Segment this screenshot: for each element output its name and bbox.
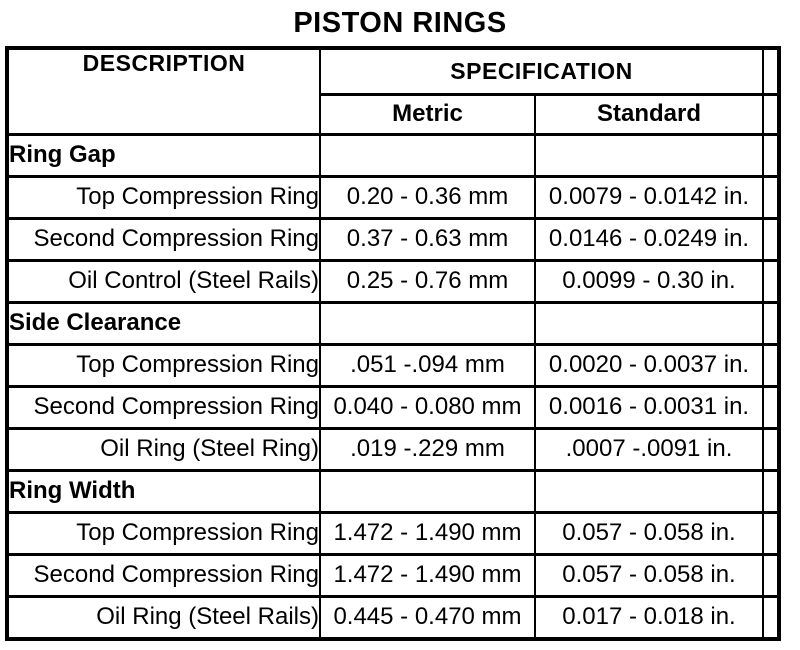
description-column-header: DESCRIPTION bbox=[6, 46, 321, 136]
spec-row: Second Compression Ring 1.472 - 1.490 mm 0… bbox=[6, 552, 781, 598]
standard-value-cell: 0.0020 - 0.0037 in. bbox=[533, 342, 765, 388]
metric-column-header: Metric bbox=[319, 92, 536, 136]
spec-table-body: Ring Gap Top Compression Ring 0.20 - 0.36 … bbox=[6, 132, 781, 640]
spec-row: Second Compression Ring 0.040 - 0.080 mm 0… bbox=[6, 384, 781, 430]
description-cell: Oil Control (Steel Rails) bbox=[6, 258, 321, 304]
metric-value-cell: 0.445 - 0.470 mm bbox=[319, 594, 536, 640]
spacer-cell bbox=[762, 216, 781, 262]
spacer-cell bbox=[762, 468, 781, 514]
standard-value-cell: .0007 -.0091 in. bbox=[533, 426, 765, 472]
section-title-cell: Side Clearance bbox=[6, 300, 321, 346]
description-cell: Oil Ring (Steel Rails) bbox=[6, 594, 321, 640]
section-row: Ring Gap bbox=[6, 132, 781, 178]
spec-row: Second Compression Ring 0.37 - 0.63 mm 0.0… bbox=[6, 216, 781, 262]
standard-column-header: Standard bbox=[533, 92, 765, 136]
metric-value-cell: 1.472 - 1.490 mm bbox=[319, 510, 536, 556]
spacer-cell bbox=[762, 552, 781, 598]
standard-value-cell: 0.017 - 0.018 in. bbox=[533, 594, 765, 640]
metric-value-cell: 1.472 - 1.490 mm bbox=[319, 552, 536, 598]
spacer-cell bbox=[762, 510, 781, 556]
header-row-1: DESCRIPTION SPECIFICATION bbox=[6, 46, 781, 136]
metric-value-cell: 0.040 - 0.080 mm bbox=[319, 384, 536, 430]
description-cell: Top Compression Ring bbox=[6, 174, 321, 220]
metric-value-cell: 0.20 - 0.36 mm bbox=[319, 174, 536, 220]
header-row-2: Metric Standard bbox=[7, 92, 781, 136]
spacer-header-cell bbox=[762, 46, 781, 96]
piston-rings-table: DESCRIPTION SPECIFICATION Metric Standar… bbox=[5, 46, 782, 641]
spacer-cell bbox=[762, 342, 781, 388]
spacer-cell bbox=[762, 174, 781, 220]
spec-row: Top Compression Ring 0.20 - 0.36 mm 0.0079… bbox=[6, 174, 781, 220]
spec-row: Oil Ring (Steel Ring) .019 -.229 mm .0007 … bbox=[6, 426, 781, 472]
section-row: Ring Width bbox=[6, 468, 781, 514]
metric-empty-cell bbox=[319, 132, 536, 178]
description-cell: Second Compression Ring bbox=[6, 216, 321, 262]
standard-value-cell: 0.057 - 0.058 in. bbox=[533, 552, 765, 598]
section-title-cell: Ring Width bbox=[6, 468, 321, 514]
spacer-cell bbox=[762, 132, 781, 178]
description-cell: Second Compression Ring bbox=[6, 552, 321, 598]
section-title-cell: Ring Gap bbox=[6, 132, 321, 178]
specification-column-header: SPECIFICATION bbox=[318, 46, 765, 96]
spec-row: Top Compression Ring 1.472 - 1.490 mm 0.05… bbox=[6, 510, 781, 556]
spec-row: Top Compression Ring .051 -.094 mm 0.0020 … bbox=[6, 342, 781, 388]
spacer-cell bbox=[762, 384, 781, 430]
metric-empty-cell bbox=[319, 300, 536, 346]
spacer-header-cell bbox=[762, 92, 781, 136]
standard-empty-cell bbox=[533, 468, 765, 514]
section-row: Side Clearance bbox=[6, 300, 781, 346]
description-cell: Second Compression Ring bbox=[6, 384, 321, 430]
description-cell: Oil Ring (Steel Ring) bbox=[6, 426, 321, 472]
metric-value-cell: 0.25 - 0.76 mm bbox=[319, 258, 536, 304]
description-cell: Top Compression Ring bbox=[6, 342, 321, 388]
standard-empty-cell bbox=[533, 300, 765, 346]
spec-row: Oil Control (Steel Rails) 0.25 - 0.76 mm 0… bbox=[6, 258, 781, 304]
standard-value-cell: 0.0146 - 0.0249 in. bbox=[533, 216, 765, 262]
standard-value-cell: 0.0099 - 0.30 in. bbox=[533, 258, 765, 304]
standard-value-cell: 0.0079 - 0.0142 in. bbox=[533, 174, 765, 220]
spacer-cell bbox=[762, 258, 781, 304]
metric-value-cell: 0.37 - 0.63 mm bbox=[319, 216, 536, 262]
spacer-cell bbox=[762, 300, 781, 346]
spacer-cell bbox=[762, 594, 781, 640]
standard-empty-cell bbox=[533, 132, 765, 178]
standard-value-cell: 0.057 - 0.058 in. bbox=[533, 510, 765, 556]
description-cell: Top Compression Ring bbox=[6, 510, 321, 556]
metric-empty-cell bbox=[319, 468, 536, 514]
metric-value-cell: .051 -.094 mm bbox=[319, 342, 536, 388]
page-title: PISTON RINGS bbox=[293, 7, 507, 39]
spacer-cell bbox=[762, 426, 781, 472]
standard-value-cell: 0.0016 - 0.0031 in. bbox=[533, 384, 765, 430]
spec-row: Oil Ring (Steel Rails) 0.445 - 0.470 mm 0.… bbox=[6, 594, 781, 640]
metric-value-cell: .019 -.229 mm bbox=[319, 426, 536, 472]
